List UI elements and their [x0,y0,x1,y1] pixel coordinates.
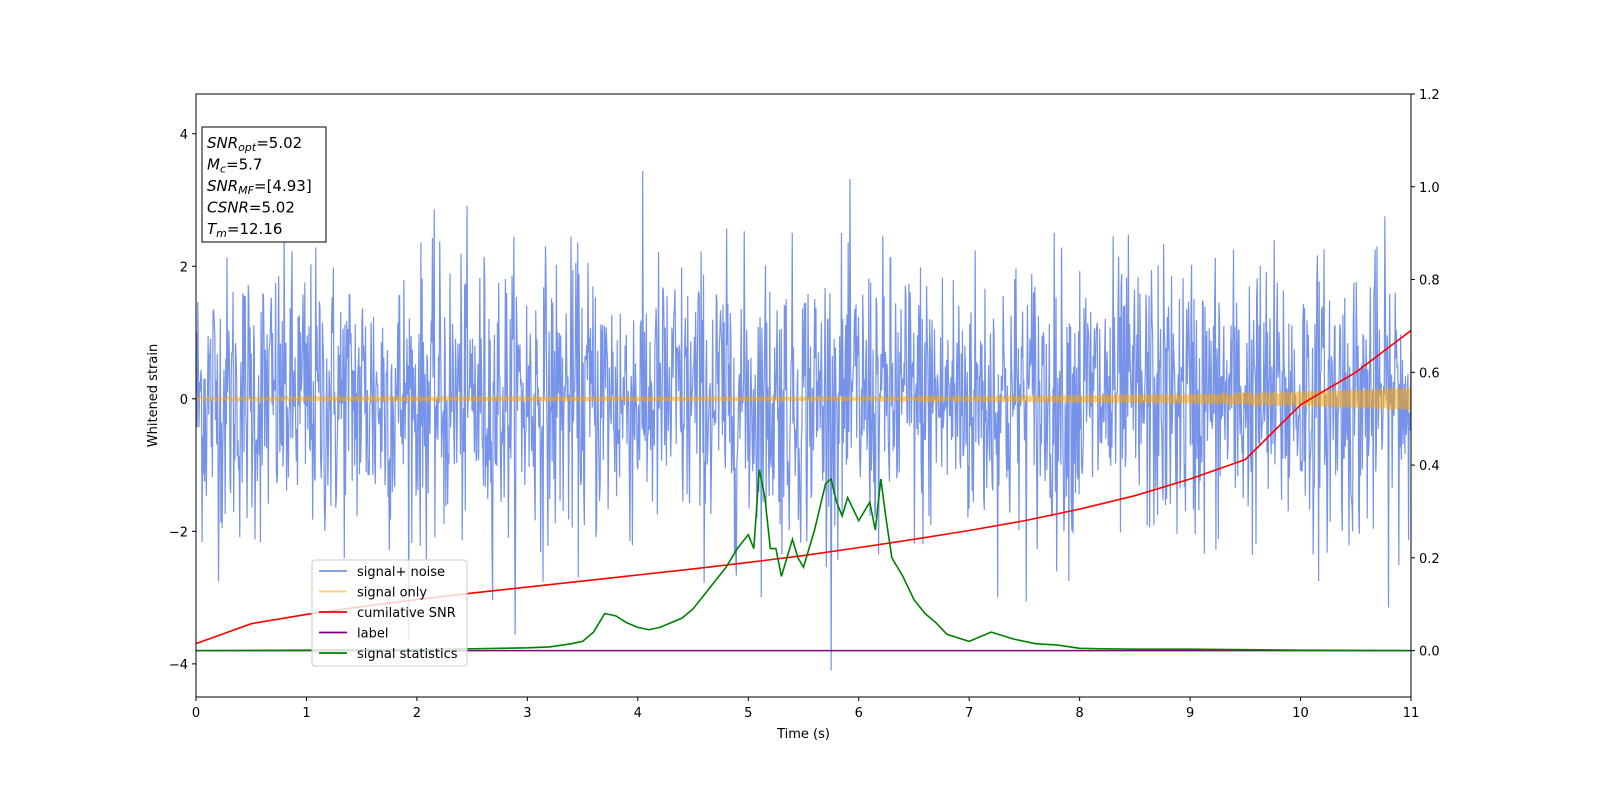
annotation-line: Tm=12.16 [207,220,282,240]
y-left-tick-label: 0 [180,393,188,408]
y-left-tick-label: −4 [169,658,188,673]
x-tick-label: 1 [302,706,310,721]
legend-label-label: label [357,627,388,642]
x-tick-label: 3 [523,706,531,721]
series-signal-only [196,386,1411,411]
x-tick-label: 8 [1075,706,1083,721]
y-right-tick-label: 0.8 [1419,274,1440,289]
series-signal-statistics [196,469,1411,652]
y-right-tick-label: 1.0 [1419,181,1440,196]
annotation-line: Mc=5.7 [207,156,262,176]
y-right-tick-label: 0.2 [1419,552,1440,567]
x-tick-label: 11 [1403,706,1420,721]
legend-label-cumilative-snr: cumilative SNR [357,606,456,621]
y-right-tick-label: 1.2 [1419,88,1440,103]
y-axis-label: Whitened strain [146,344,161,447]
legend-label-signal-noise: signal+ noise [357,565,445,580]
y-left-tick-label: 4 [180,128,188,143]
x-axis-label: Time (s) [776,727,830,742]
x-tick-label: 5 [744,706,752,721]
x-tick-label: 10 [1292,706,1309,721]
y-right-tick-label: 0.4 [1419,459,1440,474]
annotation-box-frame [201,126,327,243]
annotation-line: SNRMF=[4.93] [207,177,312,197]
y-axis-right: 0.0 0.2 0.4 0.6 0.8 1.0 1.2 [1411,88,1440,660]
y-right-tick-label: 0.0 [1419,645,1440,660]
y-left-tick-label: 2 [180,260,188,275]
legend: signal+ noise signal only cumilative SNR la… [311,559,468,667]
x-tick-label: 4 [634,706,642,721]
axes-frame [195,93,1412,698]
y-axis-left: −4 −2 0 2 4 [169,128,196,673]
y-right-tick-label: 0.6 [1419,366,1440,381]
annotation-line: SNRopt=5.02 [207,134,302,154]
annotation-line: CSNR=5.02 [207,199,295,217]
x-tick-label: 6 [855,706,863,721]
x-tick-label: 0 [192,706,200,721]
legend-label-signal-statistics: signal statistics [357,647,458,662]
x-tick-label: 2 [413,706,421,721]
x-tick-label: 9 [1186,706,1194,721]
legend-frame [311,559,468,667]
y-left-tick-label: −2 [169,525,188,540]
x-axis: 0 1 2 3 4 5 6 7 8 9 10 11 [192,697,1419,721]
legend-label-signal-only: signal only [357,586,427,601]
x-tick-label: 7 [965,706,973,721]
